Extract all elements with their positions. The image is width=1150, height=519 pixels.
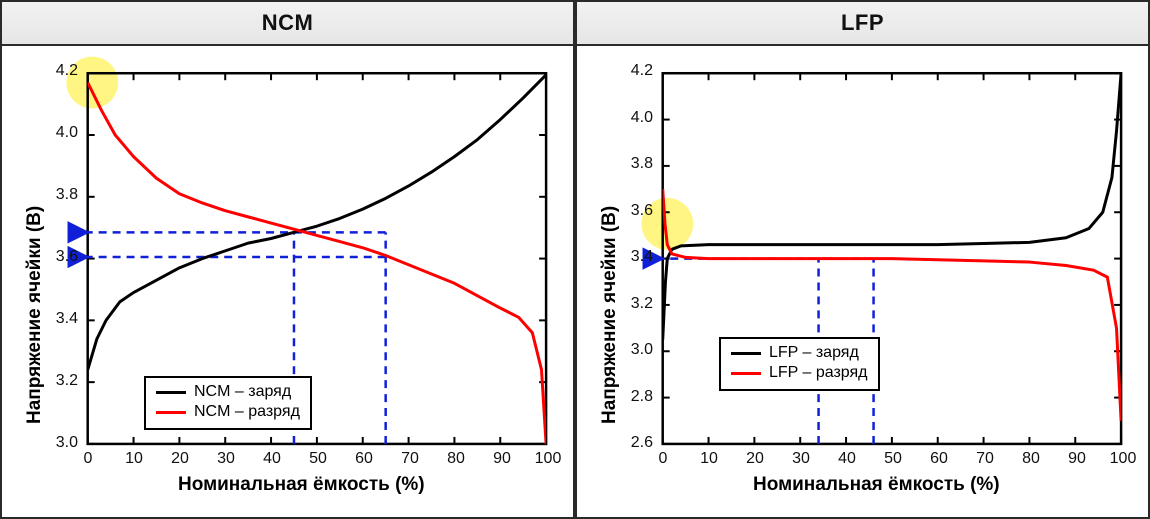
y-tick-label: 3.2	[631, 295, 653, 313]
series-charge	[663, 73, 1121, 339]
series-charge	[88, 75, 546, 370]
panel-title-lfp: LFP	[575, 2, 1148, 46]
legend-swatch	[731, 372, 761, 375]
legend: LFP – зарядLFP – разряд	[719, 337, 880, 391]
y-tick-label: 3.2	[56, 372, 78, 390]
y-tick-label: 3.4	[631, 248, 653, 266]
x-tick-label: 80	[442, 450, 470, 468]
x-tick-label: 0	[74, 450, 102, 468]
y-tick-label: 4.0	[631, 109, 653, 127]
y-tick-label: 3.6	[631, 202, 653, 220]
legend-row: NCM – заряд	[156, 382, 300, 402]
legend-label: LFP – разряд	[769, 363, 868, 383]
x-tick-label: 90	[1063, 450, 1091, 468]
y-tick-label: 3.6	[56, 248, 78, 266]
x-tick-label: 50	[304, 450, 332, 468]
x-tick-label: 10	[120, 450, 148, 468]
legend-label: NCM – разряд	[194, 402, 300, 422]
panel-ncm: 3.03.23.43.63.84.04.20102030405060708090…	[2, 46, 575, 517]
legend-row: LFP – заряд	[731, 343, 868, 363]
x-tick-label: 60	[350, 450, 378, 468]
x-tick-label: 70	[396, 450, 424, 468]
x-tick-label: 10	[695, 450, 723, 468]
y-tick-label: 3.8	[56, 186, 78, 204]
y-tick-label: 2.8	[631, 388, 653, 406]
x-tick-label: 70	[971, 450, 999, 468]
y-axis-label: Напряжение ячейки (В)	[24, 206, 46, 424]
x-tick-label: 0	[649, 450, 677, 468]
chart-svg	[577, 46, 1148, 517]
y-tick-label: 4.0	[56, 124, 78, 142]
y-tick-label: 4.2	[631, 62, 653, 80]
x-tick-label: 90	[488, 450, 516, 468]
x-tick-label: 30	[212, 450, 240, 468]
y-tick-label: 4.2	[56, 62, 78, 80]
x-tick-label: 20	[741, 450, 769, 468]
x-tick-label: 50	[879, 450, 907, 468]
y-tick-label: 3.0	[631, 341, 653, 359]
x-tick-label: 40	[258, 450, 286, 468]
legend-row: NCM – разряд	[156, 402, 300, 422]
y-tick-label: 3.4	[56, 310, 78, 328]
legend-label: LFP – заряд	[769, 343, 859, 363]
chart-svg	[2, 46, 573, 517]
panel-title-ncm: NCM	[2, 2, 575, 46]
x-tick-label: 80	[1017, 450, 1045, 468]
x-tick-label: 60	[925, 450, 953, 468]
panel-lfp: 2.62.83.03.23.43.63.84.04.20102030405060…	[575, 46, 1148, 517]
y-axis-label: Напряжение ячейки (В)	[599, 206, 621, 424]
legend: NCM – зарядNCM – разряд	[144, 376, 312, 430]
x-axis-label: Номинальная ёмкость (%)	[178, 474, 425, 496]
x-axis-label: Номинальная ёмкость (%)	[753, 474, 1000, 496]
x-tick-label: 100	[534, 450, 562, 468]
legend-swatch	[731, 352, 761, 355]
figure-root: NCM LFP 3.0 3.2 3.4 3.6 3.8 4.0 4.2 0 10 20 30 40 50…	[0, 0, 1150, 519]
legend-swatch	[156, 411, 186, 414]
x-tick-label: 30	[787, 450, 815, 468]
legend-row: LFP – разряд	[731, 363, 868, 383]
y-tick-label: 3.8	[631, 155, 653, 173]
legend-label: NCM – заряд	[194, 382, 291, 402]
x-tick-label: 100	[1109, 450, 1137, 468]
x-tick-label: 40	[833, 450, 861, 468]
x-tick-label: 20	[166, 450, 194, 468]
legend-swatch	[156, 391, 186, 394]
